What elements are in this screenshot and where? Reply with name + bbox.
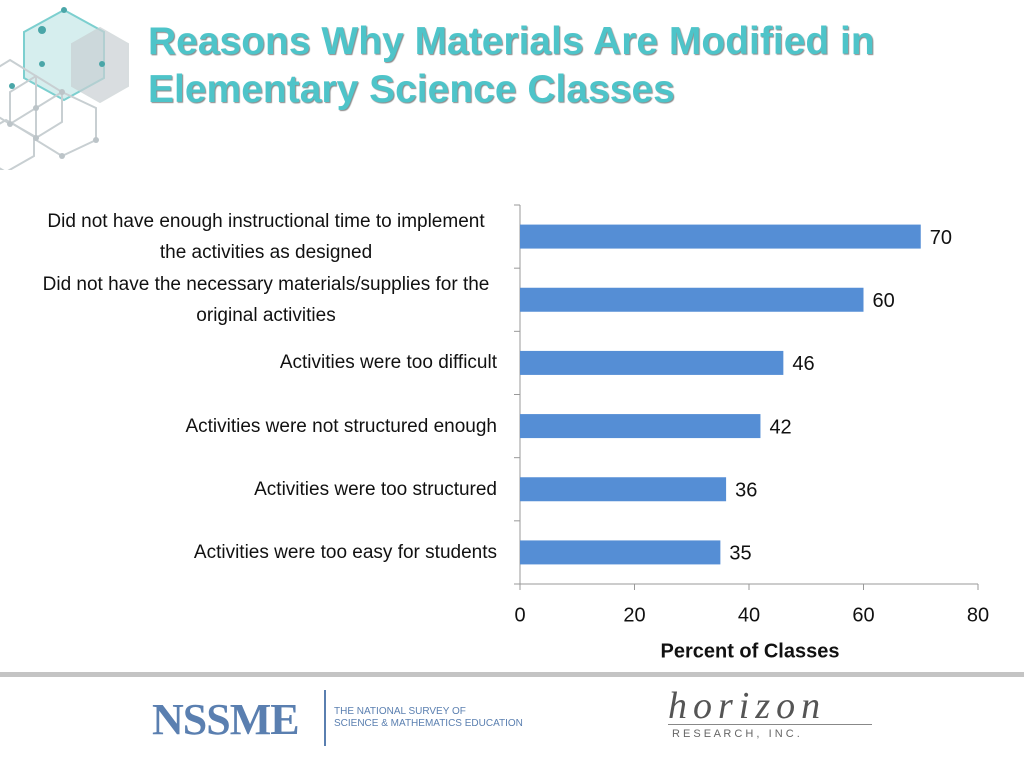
value-label: 42 (769, 416, 791, 438)
horizon-logo: horizon (668, 685, 827, 727)
category-label-box: Did not have enough instructional time t… (0, 205, 497, 269)
horizon-text: R E S E A R C H , I N C . (672, 728, 800, 740)
nssme-logo: NSSME (152, 695, 300, 744)
value-label: 36 (735, 480, 757, 502)
x-tick-label: 0 (514, 604, 525, 626)
bar (520, 287, 864, 312)
x-tick-label: 80 (967, 604, 989, 626)
category-label-box: Activities were too structured (0, 457, 497, 521)
bar (520, 350, 784, 375)
bar (520, 477, 727, 502)
category-label-box: Activities were too easy for students (0, 520, 497, 584)
value-label: 46 (792, 353, 814, 375)
y-tick-label: Activities were too easy for students (193, 541, 497, 563)
chart: Percent of Classes 0 20 40 60 80 70 60 46 42 36 35 (514, 204, 989, 662)
category-label-box: Activities were too difficult (0, 331, 497, 395)
bar (520, 414, 761, 439)
y-tick-label: Did not have enough instructional time t… (47, 210, 485, 263)
value-label: 35 (729, 543, 751, 565)
category-label-box: Did not have the necessary materials/sup… (0, 268, 497, 332)
horizon-rule (668, 724, 872, 725)
value-label: 60 (873, 290, 895, 312)
bar (520, 540, 721, 565)
nssme-text-line: THE NATIONAL SURVEY OF (334, 706, 466, 717)
logo-divider (324, 690, 326, 746)
x-tick-label: 40 (738, 604, 760, 626)
nssme-text: THE NATIONAL SURVEY OF SCIENCE & MATHEMA… (334, 706, 523, 730)
footer-rule (0, 672, 1024, 677)
value-label: 70 (930, 227, 952, 249)
x-tick-label: 20 (623, 604, 645, 626)
hexagon-decoration (0, 7, 129, 170)
bar (520, 224, 921, 249)
y-tick-label: Activities were too difficult (279, 352, 497, 374)
nssme-text-line: SCIENCE & MATHEMATICS EDUCATION (334, 718, 523, 729)
category-label-box: Activities were not structured enough (0, 394, 497, 458)
y-tick-label: Did not have the necessary materials/sup… (42, 273, 490, 326)
chart-title: Reasons Why Materials Are Modified in El… (148, 20, 875, 111)
x-axis-label: Percent of Classes (661, 640, 840, 662)
y-tick-label: Activities were too structured (254, 478, 497, 500)
x-tick-label: 60 (852, 604, 874, 626)
y-tick-label: Activities were not structured enough (185, 415, 497, 437)
